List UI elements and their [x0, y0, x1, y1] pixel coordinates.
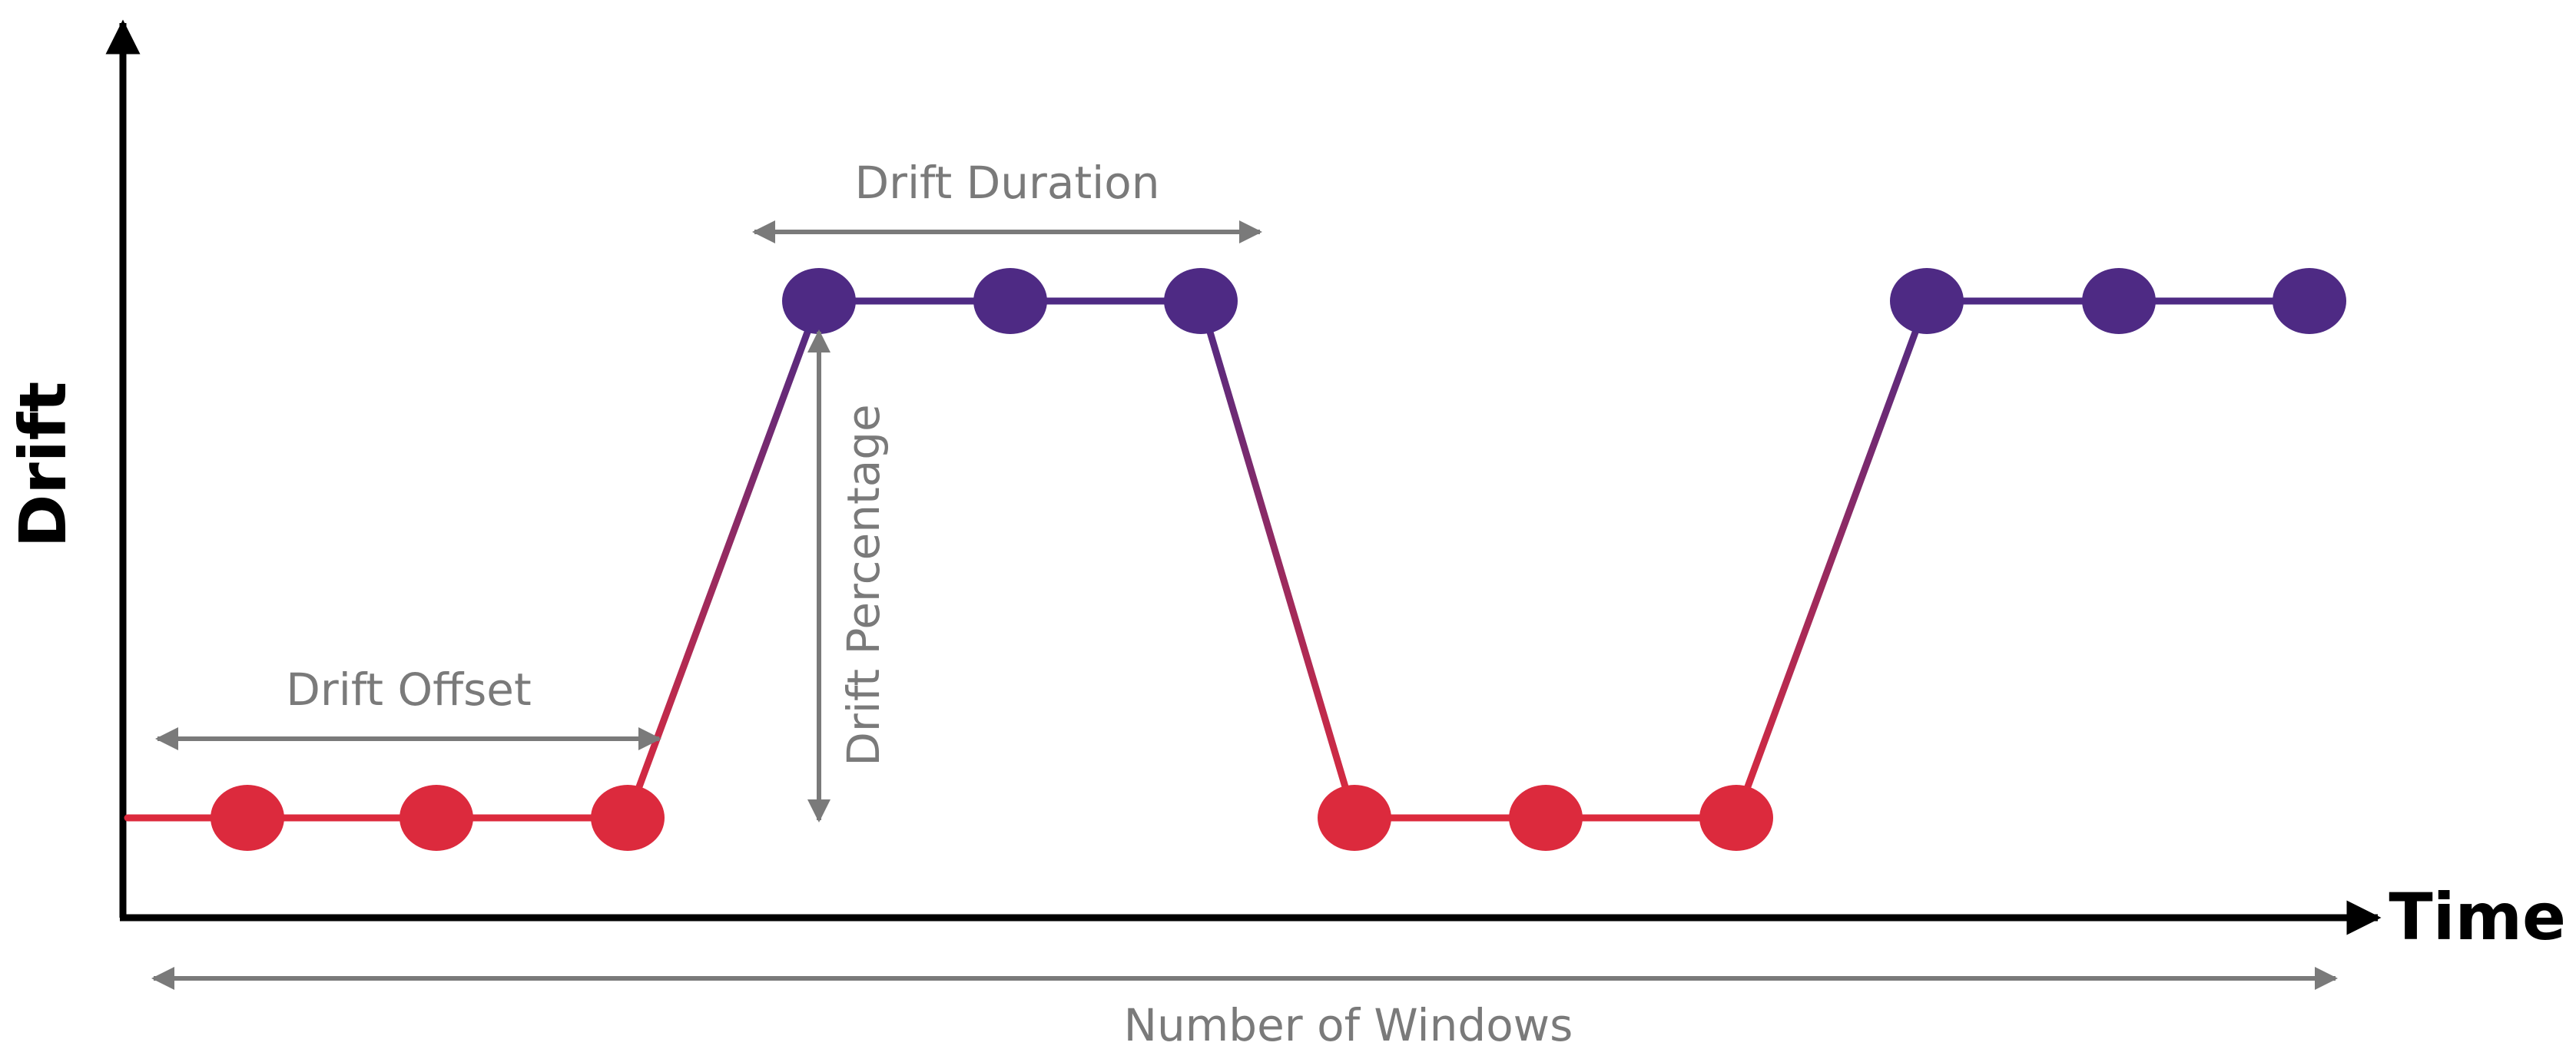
window-point-11 [2082, 268, 2156, 334]
y-axis-title: Drift [5, 382, 81, 548]
window-point-7 [1318, 785, 1391, 851]
drift-percentage-label: Drift Percentage [837, 404, 890, 766]
window-point-9 [1699, 785, 1773, 851]
series-segment [1197, 297, 1358, 822]
window-point-4 [782, 268, 856, 334]
window-point-3 [591, 785, 665, 851]
x-axis-title: Time [2389, 879, 2566, 955]
window-point-12 [2273, 268, 2346, 334]
window-point-1 [211, 785, 284, 851]
series-segment [1732, 297, 1931, 822]
window-point-10 [1890, 268, 1964, 334]
window-point-6 [1164, 268, 1238, 334]
window-point-8 [1509, 785, 1583, 851]
number-of-windows-label: Number of Windows [1124, 999, 1573, 1051]
window-point-5 [973, 268, 1047, 334]
window-point-2 [399, 785, 473, 851]
drift-duration-label: Drift Duration [854, 157, 1159, 209]
drift-series [124, 268, 2346, 851]
drift-offset-label: Drift Offset [286, 664, 531, 716]
